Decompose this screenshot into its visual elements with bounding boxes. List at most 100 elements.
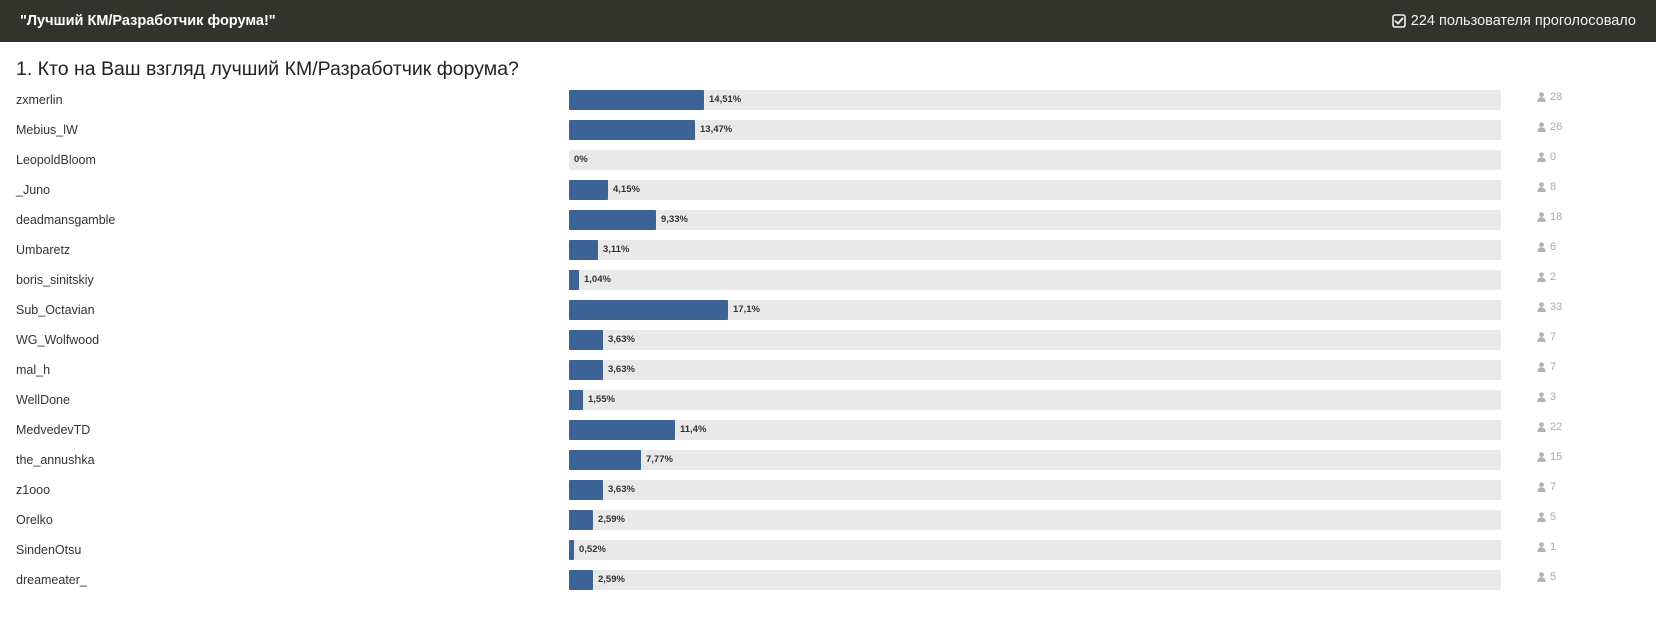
option-percent: 0,52% xyxy=(579,544,606,555)
progress-track: 3,63% xyxy=(569,360,1501,380)
poll-option-row: WellDone 1,55% 3 xyxy=(16,390,1640,420)
vote-total-label: 224 пользователя проголосовало xyxy=(1410,13,1636,29)
vote-count-value: 8 xyxy=(1550,181,1557,193)
progress-track: 9,33% xyxy=(569,210,1501,230)
option-name: boris_sinitskiy xyxy=(16,273,94,287)
option-percent: 0% xyxy=(574,154,588,165)
check-square-icon xyxy=(1391,14,1406,28)
user-icon xyxy=(1537,422,1546,432)
option-vote-count: 8 xyxy=(1537,177,1556,197)
option-percent: 3,63% xyxy=(608,484,635,495)
option-name: Sub_Octavian xyxy=(16,303,95,317)
option-name: the_annushka xyxy=(16,453,95,467)
poll-option-row: _Juno 4,15% 8 xyxy=(16,180,1640,210)
option-name: dreameater_ xyxy=(16,573,87,587)
option-percent: 2,59% xyxy=(598,514,625,525)
progress-fill xyxy=(569,90,704,110)
progress-fill xyxy=(569,240,598,260)
poll-option-row: Mebius_lW 13,47% 26 xyxy=(16,120,1640,150)
option-name: Orelko xyxy=(16,513,53,527)
poll-option-row: boris_sinitskiy 1,04% 2 xyxy=(16,270,1640,300)
progress-fill xyxy=(569,360,603,380)
option-name: z1ooo xyxy=(16,483,51,497)
progress-fill xyxy=(569,420,675,440)
question-title: 1. Кто на Ваш взгляд лучший КМ/Разработч… xyxy=(16,58,519,80)
option-percent: 1,55% xyxy=(588,394,615,405)
option-vote-count: 6 xyxy=(1537,237,1556,257)
vote-total: 224 пользователя проголосовало xyxy=(1391,13,1636,29)
vote-count-value: 33 xyxy=(1550,301,1563,313)
option-percent: 11,4% xyxy=(680,424,707,435)
progress-track: 17,1% xyxy=(569,300,1501,320)
option-name: deadmansgamble xyxy=(16,213,116,227)
user-icon xyxy=(1537,482,1546,492)
progress-fill xyxy=(569,330,603,350)
vote-count-value: 15 xyxy=(1550,451,1563,463)
option-percent: 1,04% xyxy=(584,274,611,285)
option-vote-count: 7 xyxy=(1537,327,1556,347)
option-vote-count: 2 xyxy=(1537,267,1556,287)
progress-fill xyxy=(569,120,695,140)
user-icon xyxy=(1537,92,1546,102)
option-vote-count: 15 xyxy=(1537,447,1562,467)
vote-count-value: 3 xyxy=(1550,391,1557,403)
progress-track: 2,59% xyxy=(569,510,1501,530)
option-vote-count: 1 xyxy=(1537,537,1556,557)
option-percent: 3,63% xyxy=(608,364,635,375)
progress-fill xyxy=(569,180,608,200)
progress-fill xyxy=(569,210,656,230)
vote-count-value: 28 xyxy=(1550,91,1563,103)
option-percent: 13,47% xyxy=(700,124,733,135)
option-name: MedvedevTD xyxy=(16,423,91,437)
progress-track: 3,63% xyxy=(569,480,1501,500)
progress-fill xyxy=(569,510,593,530)
user-icon xyxy=(1537,542,1546,552)
option-vote-count: 3 xyxy=(1537,387,1556,407)
progress-fill xyxy=(569,390,583,410)
vote-count-value: 5 xyxy=(1550,571,1557,583)
vote-count-value: 1 xyxy=(1550,541,1557,553)
option-vote-count: 5 xyxy=(1537,567,1556,587)
option-percent: 9,33% xyxy=(661,214,688,225)
vote-count-value: 5 xyxy=(1550,511,1557,523)
user-icon xyxy=(1537,332,1546,342)
user-icon xyxy=(1537,212,1546,222)
poll-option-row: SindenOtsu 0,52% 1 xyxy=(16,540,1640,570)
progress-track: 3,11% xyxy=(569,240,1501,260)
user-icon xyxy=(1537,272,1546,282)
option-percent: 2,59% xyxy=(598,574,625,585)
poll-title: "Лучший КМ/Разработчик форума!" xyxy=(20,13,276,29)
progress-track: 4,15% xyxy=(569,180,1501,200)
option-name: SindenOtsu xyxy=(16,543,82,557)
progress-track: 3,63% xyxy=(569,330,1501,350)
poll-header: "Лучший КМ/Разработчик форума!" 224 поль… xyxy=(0,0,1656,42)
poll-option-row: Sub_Octavian 17,1% 33 xyxy=(16,300,1640,330)
vote-count-value: 7 xyxy=(1550,481,1557,493)
user-icon xyxy=(1537,392,1546,402)
progress-track: 1,04% xyxy=(569,270,1501,290)
user-icon xyxy=(1537,182,1546,192)
option-vote-count: 7 xyxy=(1537,357,1556,377)
user-icon xyxy=(1537,362,1546,372)
poll-options: zxmerlin 14,51% 28 Mebius_lW 13,47% 26 Leopold… xyxy=(16,90,1640,600)
option-name: Umbaretz xyxy=(16,243,71,257)
poll-option-row: the_annushka 7,77% 15 xyxy=(16,450,1640,480)
option-percent: 3,11% xyxy=(603,244,630,255)
option-name: LeopoldBloom xyxy=(16,153,96,167)
progress-track: 0% xyxy=(569,150,1501,170)
poll-body: 1. Кто на Ваш взгляд лучший КМ/Разработч… xyxy=(0,42,1656,600)
progress-fill xyxy=(569,540,574,560)
option-name: WellDone xyxy=(16,393,70,407)
vote-count-value: 7 xyxy=(1550,361,1557,373)
poll-option-row: z1ooo 3,63% 7 xyxy=(16,480,1640,510)
user-icon xyxy=(1537,452,1546,462)
option-name: WG_Wolfwood xyxy=(16,333,100,347)
poll-option-row: zxmerlin 14,51% 28 xyxy=(16,90,1640,120)
poll-option-row: WG_Wolfwood 3,63% 7 xyxy=(16,330,1640,360)
option-percent: 7,77% xyxy=(646,454,673,465)
poll-option-row: dreameater_ 2,59% 5 xyxy=(16,570,1640,600)
option-name: _Juno xyxy=(16,183,51,197)
vote-count-value: 6 xyxy=(1550,241,1557,253)
progress-fill xyxy=(569,570,593,590)
